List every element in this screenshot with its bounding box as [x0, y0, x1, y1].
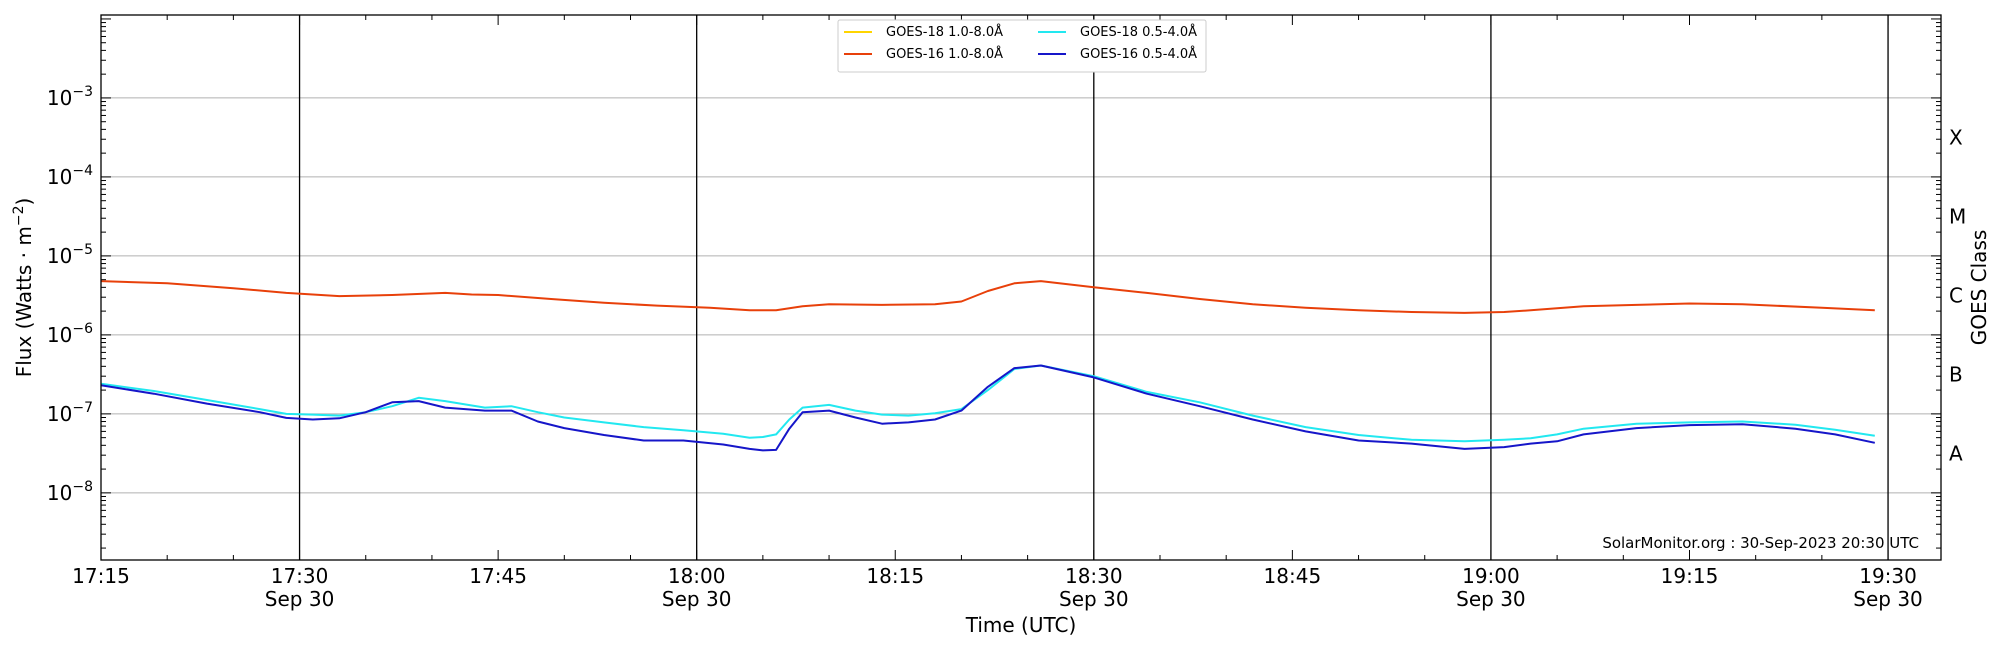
y-axis-title-exponent: −2 — [11, 206, 27, 227]
x-axis-title: Time (UTC) — [965, 613, 1077, 637]
legend-box — [837, 19, 1207, 73]
legend-entry-label: GOES-16 1.0-8.0Å — [886, 46, 1003, 62]
plot-frame — [100, 14, 1942, 561]
goes-class-axis-title: GOES Class — [1967, 230, 1991, 346]
series-lines — [100, 280, 1876, 452]
x-tick-label: 18:30 — [1065, 564, 1123, 588]
x-tick-label: 18:15 — [866, 564, 924, 588]
y-axis-title: Flux (Watts · m−2) — [11, 198, 36, 378]
x-tick-date-label: Sep 30 — [265, 587, 335, 611]
y-tick-label: 10−7 — [47, 400, 93, 426]
y-tick-label: 10−8 — [47, 479, 93, 505]
x-tick-date-label: Sep 30 — [1853, 587, 1923, 611]
legend: GOES-18 1.0-8.0Å GOES-16 1.0-8.0Å GOES-18 … — [837, 19, 1207, 73]
goes-class-label: X — [1949, 125, 1963, 149]
x-tick-label: 19:30 — [1859, 564, 1917, 588]
goes-class-label: C — [1949, 283, 1963, 307]
series-line — [100, 364, 1875, 443]
x-tick-label: 18:45 — [1264, 564, 1322, 588]
y-axis-title-main: Flux (Watts · m — [12, 226, 36, 377]
x-tick-date-label: Sep 30 — [1059, 587, 1129, 611]
goes-class-label: B — [1949, 362, 1963, 386]
y-tick-label: 10−3 — [47, 84, 93, 110]
y-tick-label: 10−6 — [47, 321, 93, 347]
series-line — [100, 364, 1876, 452]
series-line — [100, 280, 1875, 314]
goes-class-label: A — [1949, 441, 1963, 465]
y-tick-label: 10−5 — [47, 242, 93, 268]
x-tick-date-label: Sep 30 — [1456, 587, 1526, 611]
legend-entry-label: GOES-16 0.5-4.0Å — [1080, 46, 1197, 62]
goes-class-labels: A B C M X — [1949, 125, 1966, 465]
goes-class-label: M — [1949, 204, 1966, 228]
x-tick-label: 17:45 — [469, 564, 527, 588]
x-tick-label: 19:00 — [1462, 564, 1520, 588]
legend-entry-label: GOES-18 0.5-4.0Å — [1080, 24, 1197, 40]
credit-text: SolarMonitor.org : 30-Sep-2023 20:30 UTC — [1602, 534, 1919, 552]
grid-lines — [101, 97, 1941, 494]
x-tick-label: 17:30 — [271, 564, 329, 588]
x-tick-label: 17:15 — [72, 564, 130, 588]
y-axis-title-close: ) — [12, 198, 36, 206]
x-tick-label: 18:00 — [668, 564, 726, 588]
legend-entry-label: GOES-18 1.0-8.0Å — [886, 24, 1003, 40]
axis-ticks — [100, 15, 1941, 560]
y-tick-label: 10−4 — [47, 163, 93, 189]
x-tick-label: 19:15 — [1661, 564, 1719, 588]
x-tick-date-label: Sep 30 — [662, 587, 732, 611]
